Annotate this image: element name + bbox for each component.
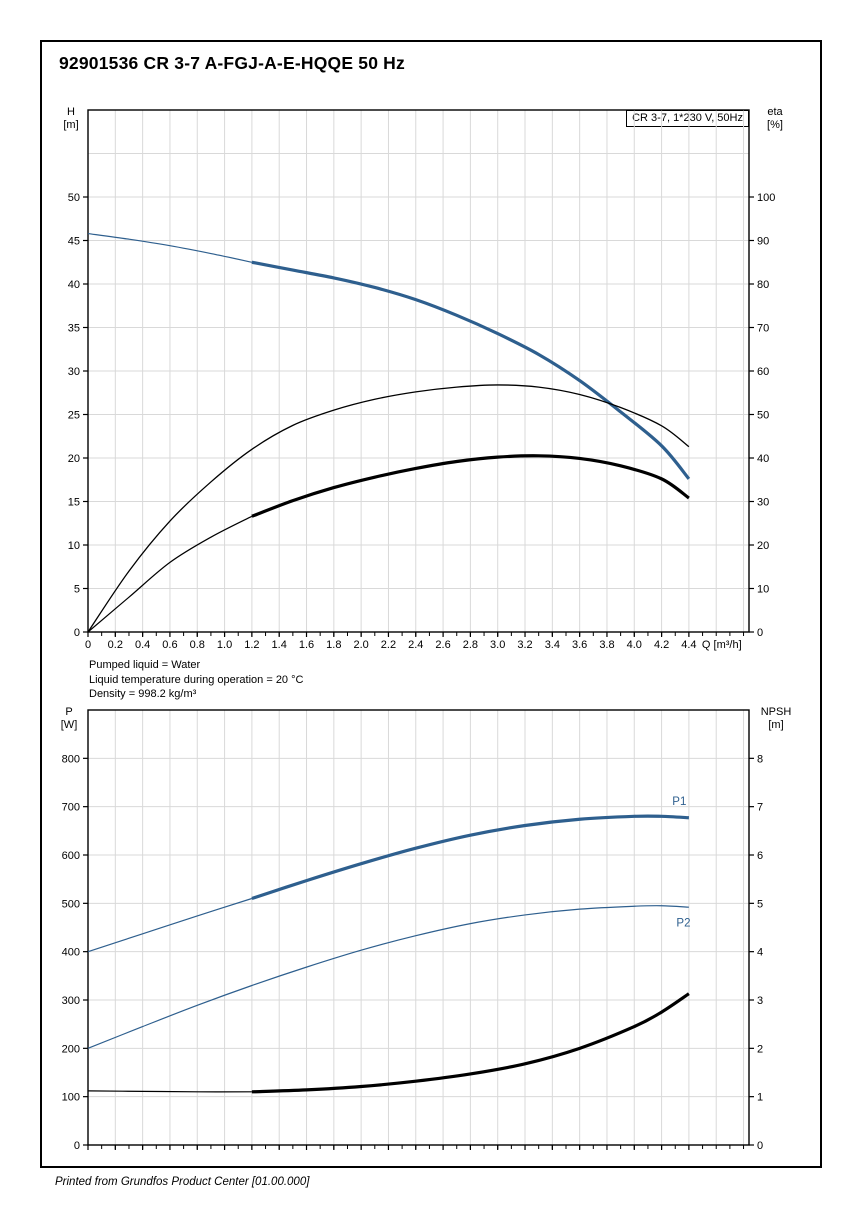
y-right-tick-label: 70 [757, 323, 769, 335]
npsh-axis-symbol: NPSH [760, 706, 792, 718]
power-chart: 0 100 200 300 400 500 600 700 800 0 1 2 3 4 5 6 7 8 P1 P2 [62, 709, 763, 1152]
eta-pump-motor-curve-thick [251, 454, 690, 518]
curve-legend: CR 3-7, 1*230 V, 50Hz [626, 110, 749, 127]
y-right-tick-label: 90 [757, 236, 769, 248]
x-tick-label: 3.6 [572, 639, 587, 651]
npsh-axis-unit: [m] [768, 718, 784, 731]
plot-border [87, 709, 750, 1146]
y-left-tick-label: 5 [74, 584, 80, 596]
h-curve-thick [251, 260, 691, 480]
page-title: 92901536 CR 3-7 A-FGJ-A-E-HQQE 50 Hz [59, 53, 405, 73]
eta-axis-symbol: eta [767, 106, 783, 118]
y-right-tick-label: 2 [757, 1043, 763, 1055]
x-tick-label: 1.4 [272, 639, 287, 651]
npsh-curve-thin [87, 1090, 252, 1093]
y-left-tick-label: 600 [62, 850, 80, 862]
h-curve-thin [87, 232, 253, 263]
y-right-tick-label: 30 [757, 497, 769, 509]
info-liquid-temperature: Liquid temperature during operation = 20… [89, 673, 304, 686]
y-left-tick-label: 0 [74, 1140, 80, 1152]
y-right-tick-label: 40 [757, 453, 769, 465]
y-right-tick-label: 5 [757, 898, 763, 910]
y-right-tick-label: 100 [757, 192, 775, 204]
footer-text: Printed from Grundfos Product Center [01… [55, 1176, 310, 1188]
y-left-tick-label: 0 [74, 627, 80, 639]
x-tick-label: 1.8 [326, 639, 341, 651]
p1-curve-thick [251, 814, 689, 901]
x-tick-label: 4.0 [627, 639, 642, 651]
eta-pump-motor-curve-thin [87, 515, 253, 633]
y-left-tick-label: 400 [62, 947, 80, 959]
power-chart-right-axis-unit: NPSH [m] [753, 706, 799, 731]
h-axis-symbol: H [67, 106, 75, 118]
x-tick-label: 4.4 [681, 639, 696, 651]
x-tick-label: 0.8 [190, 639, 205, 651]
p-axis-symbol: P [65, 706, 73, 718]
y-right-tick-label: 7 [757, 802, 763, 814]
x-tick-label: 0.6 [162, 639, 177, 651]
head-chart-right-axis-unit: eta [%] [757, 106, 793, 131]
x-tick-label: 1.2 [244, 639, 259, 651]
y-right-tick-label: 3 [757, 995, 763, 1007]
y-left-tick-label: 300 [62, 995, 80, 1007]
p-axis-unit: [W] [60, 718, 78, 731]
head-chart: 0 0.2 0.4 0.6 0.8 1.0 1.2 1.4 1.6 1.8 2.0 2.2 2.4 2.6… [68, 109, 775, 651]
y-right-tick-label: 8 [757, 753, 763, 765]
y-right-tick-label: 1 [757, 1092, 763, 1104]
y-left-tick-label: 45 [68, 236, 80, 248]
h-axis-unit: [m] [63, 118, 79, 131]
x-tick-label: 3.4 [545, 639, 560, 651]
x-tick-label: 3.2 [517, 639, 532, 651]
x-tick-label: 2.2 [381, 639, 396, 651]
eta-pump-curve [87, 384, 690, 633]
y-left-tick-label: 35 [68, 323, 80, 335]
y-left-tick-label: 40 [68, 279, 80, 291]
x-tick-label: 2.6 [435, 639, 450, 651]
eta-axis-unit: [%] [767, 118, 783, 131]
y-left-tick-label: 20 [68, 453, 80, 465]
info-density: Density = 998.2 kg/m³ [89, 688, 197, 700]
npsh-curve-thick [251, 992, 690, 1094]
y-left-tick-label: 50 [68, 192, 80, 204]
p1-curve-thin [87, 897, 253, 953]
x-tick-label: 1.0 [217, 639, 232, 651]
head-chart-left-axis-unit: H [m] [56, 106, 86, 131]
p2-curve [87, 905, 689, 1049]
y-right-tick-label: 0 [757, 627, 763, 639]
y-left-tick-label: 500 [62, 898, 80, 910]
y-left-tick-label: 100 [62, 1092, 80, 1104]
x-tick-label: 1.6 [299, 639, 314, 651]
x-tick-label: 3.0 [490, 639, 505, 651]
x-tick-label: 2.4 [408, 639, 423, 651]
p2-label: P2 [676, 918, 690, 930]
x-tick-label: 0.4 [135, 639, 150, 651]
x-axis-unit-label: Q [m³/h] [702, 639, 742, 651]
y-right-tick-label: 10 [757, 584, 769, 596]
x-tick-label: 0.2 [108, 639, 123, 651]
x-tick-label: 3.8 [599, 639, 614, 651]
x-tick-label: 2.0 [353, 639, 368, 651]
y-right-tick-label: 60 [757, 366, 769, 378]
info-pumped-liquid: Pumped liquid = Water [89, 659, 201, 671]
y-right-tick-label: 6 [757, 850, 763, 862]
y-left-tick-label: 15 [68, 497, 80, 509]
y-left-tick-label: 25 [68, 410, 80, 422]
y-left-tick-label: 30 [68, 366, 80, 378]
y-right-tick-label: 0 [757, 1140, 763, 1152]
x-tick-label: 2.8 [463, 639, 478, 651]
y-left-tick-label: 700 [62, 802, 80, 814]
power-chart-left-axis-unit: P [W] [54, 706, 84, 731]
y-left-tick-label: 200 [62, 1043, 80, 1055]
y-right-tick-label: 50 [757, 410, 769, 422]
y-right-tick-label: 20 [757, 540, 769, 552]
x-tick-label: 4.2 [654, 639, 669, 651]
y-right-tick-label: 4 [757, 947, 763, 959]
y-left-tick-label: 10 [68, 540, 80, 552]
liquid-info: Pumped liquid = Water Liquid temperature… [89, 658, 303, 702]
y-left-tick-label: 800 [62, 753, 80, 765]
p1-label: P1 [672, 796, 686, 808]
x-tick-label: 0 [85, 639, 91, 651]
y-right-tick-label: 80 [757, 279, 769, 291]
